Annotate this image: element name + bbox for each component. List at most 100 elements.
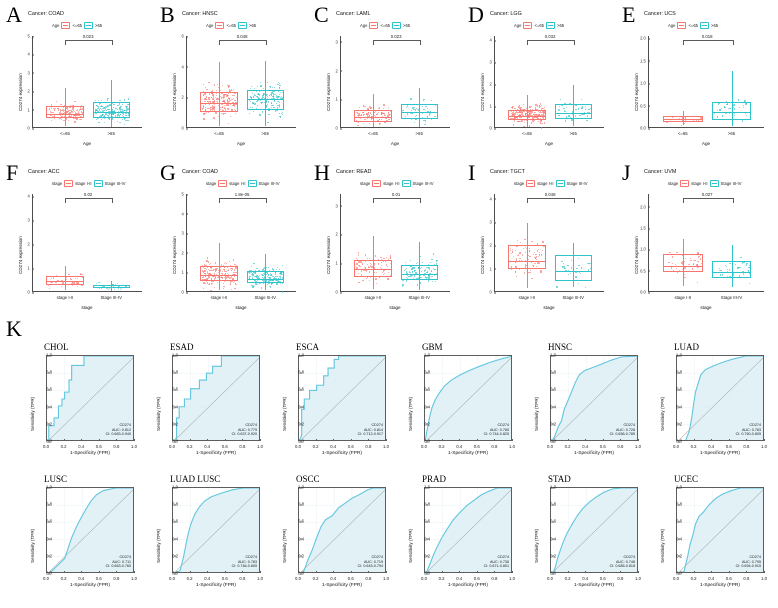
y-tick-label: 4 (182, 64, 189, 69)
data-point (118, 285, 120, 287)
data-point (233, 104, 235, 106)
y-tick-label: 4 (28, 194, 35, 199)
data-point (527, 259, 530, 261)
roc-y-tick: 0.2 (298, 421, 304, 427)
roc-x-label: 1-Specificity (FPR) (574, 583, 614, 588)
data-point (248, 277, 250, 279)
data-point (225, 261, 227, 263)
data-point (72, 107, 74, 109)
data-point (52, 107, 54, 109)
data-point (369, 112, 371, 114)
roc-y-tick: 0.8 (172, 501, 178, 507)
data-point (563, 110, 566, 112)
data-point (531, 110, 533, 112)
data-point (71, 114, 73, 116)
roc-y-tick: 0.0 (424, 570, 430, 576)
data-point (530, 105, 532, 107)
roc-x-tick: 0.8 (491, 571, 497, 581)
boxplot-panel-e: E Cancer: UCS Age <=65 >65 0.0 0.5 1.0 1.5 2.0 <=6… (618, 2, 776, 154)
roc-line (49, 488, 133, 572)
data-point (358, 282, 360, 284)
data-point (211, 90, 213, 92)
data-point (414, 118, 416, 120)
data-point (270, 274, 272, 276)
roc-gene-label: CD274 (119, 555, 131, 560)
data-point (80, 118, 82, 121)
median-line (663, 266, 703, 268)
data-point (201, 270, 204, 272)
data-point (123, 99, 125, 101)
data-point (67, 119, 69, 122)
data-point (104, 105, 107, 108)
data-point (587, 262, 589, 264)
roc-ci-label: CI: 0.744-0.825 (483, 432, 509, 437)
data-point (226, 270, 228, 272)
data-point (207, 268, 209, 270)
panel-title-i: Cancer: TGCT (490, 169, 525, 175)
data-point (533, 253, 535, 256)
data-point (737, 99, 739, 101)
data-point (367, 113, 369, 115)
legend-label-2: >65 (711, 23, 719, 28)
data-point (529, 106, 531, 108)
roc-y-tick: 0.6 (298, 386, 304, 392)
data-point (266, 283, 268, 285)
data-point (406, 280, 408, 282)
data-point (717, 110, 719, 112)
data-point (102, 110, 105, 113)
data-point (262, 275, 264, 277)
data-point (57, 107, 59, 109)
data-point (566, 106, 568, 108)
roc-ci-label: CI: 0.683-0.940 (105, 432, 131, 437)
data-point (367, 117, 369, 119)
data-point (729, 276, 731, 278)
data-point (511, 249, 513, 251)
data-point (74, 111, 76, 114)
data-point (727, 101, 729, 103)
data-point (77, 111, 80, 113)
x-axis-line (494, 291, 604, 292)
data-point (270, 97, 273, 99)
data-point (234, 275, 236, 277)
legend-label-2: >65 (249, 23, 257, 28)
data-point (267, 81, 269, 83)
roc-x-tick: 0.6 (600, 571, 606, 581)
data-point (532, 117, 534, 119)
data-point (533, 265, 535, 267)
data-point (57, 109, 59, 111)
data-point (104, 106, 106, 109)
data-point (724, 106, 726, 109)
data-point (232, 278, 234, 280)
data-point (212, 106, 214, 108)
roc-ci-label: CI: 0.760-0.805 (735, 432, 761, 437)
roc-panel-prad: PRAD CD274 AUC: 0.736 CI: 0.671-0.801 0.0 0.0… (400, 474, 526, 608)
data-point (279, 269, 281, 271)
data-point (700, 117, 702, 119)
data-point (585, 106, 587, 108)
panel-title-g: Cancer: COAD (182, 169, 218, 175)
roc-annotation: CD274 AUC: 0.783 CI: 0.760-0.805 (736, 423, 761, 437)
data-point (373, 118, 375, 120)
data-point (681, 262, 683, 264)
data-point (231, 278, 233, 280)
significance-bracket (219, 40, 268, 45)
data-point (575, 271, 577, 274)
data-point (121, 103, 123, 106)
roc-x-tick: 0.4 (330, 571, 336, 581)
data-point (430, 112, 432, 115)
data-point (273, 269, 275, 271)
data-point (732, 121, 734, 124)
data-point (256, 101, 258, 103)
roc-title: HNSC (548, 342, 573, 352)
data-point (413, 266, 416, 268)
p-value-label: 0.032 (544, 34, 556, 39)
data-point (683, 274, 685, 276)
data-point (434, 269, 436, 271)
data-point (264, 93, 266, 95)
y-tick-label: 3 (182, 231, 189, 236)
data-point (99, 103, 101, 105)
data-point (700, 262, 702, 265)
y-tick-label: 0 (336, 290, 343, 295)
data-point (523, 272, 526, 274)
significance-bracket (65, 40, 114, 45)
